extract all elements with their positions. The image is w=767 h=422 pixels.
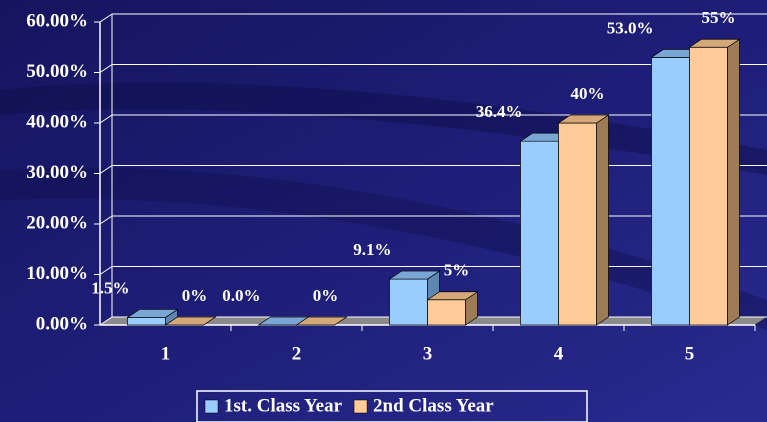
bar-top: [126, 309, 179, 318]
legend-swatch: [204, 399, 219, 414]
value-label: 0.0%: [222, 286, 260, 305]
bar-side: [727, 38, 740, 326]
y-tick-label: 40.00%: [26, 111, 88, 132]
bar: [689, 46, 728, 326]
bar-top: [688, 38, 741, 48]
grid-line-side: [99, 64, 113, 73]
x-tick-label: 5: [685, 343, 695, 364]
x-tick-label: 1: [161, 343, 171, 364]
legend-box: [196, 390, 588, 422]
grid-line-side: [99, 114, 113, 124]
legend-label: 1st. Class Year: [224, 395, 343, 416]
grid-line-side: [99, 13, 113, 23]
bar-top: [557, 114, 610, 124]
value-label: 5%: [444, 261, 470, 280]
value-label: 40%: [571, 84, 605, 103]
x-tick-label: 2: [292, 343, 302, 364]
bar-top: [388, 270, 441, 280]
bar: [389, 278, 428, 326]
bar-top: [164, 316, 217, 326]
value-label: 53.0%: [607, 18, 654, 37]
x-tick-label: 3: [423, 343, 433, 364]
grid-line-side: [99, 266, 113, 275]
grid-line-side: [99, 316, 113, 326]
y-tick-label: 10.00%: [26, 263, 88, 284]
value-label: 0%: [313, 286, 339, 305]
legend-label: 2nd Class Year: [373, 395, 494, 416]
bar: [427, 299, 466, 326]
value-label: 36.4%: [476, 102, 523, 121]
bar: [520, 140, 559, 326]
bar-side: [596, 114, 609, 326]
y-tick-label: 30.00%: [26, 162, 88, 183]
value-label: 55%: [702, 8, 736, 27]
value-label: 0%: [182, 286, 208, 305]
grid-line-side: [99, 165, 113, 174]
y-tick-label: 0.00%: [36, 313, 88, 334]
bar: [558, 122, 597, 326]
bar-top: [426, 291, 479, 301]
grid-line-side: [99, 215, 113, 225]
swoosh: [0, 82, 767, 175]
y-tick-label: 60.00%: [26, 10, 88, 31]
x-tick-label: 4: [554, 343, 564, 364]
y-tick-label: 20.00%: [26, 212, 88, 233]
y-tick-label: 50.00%: [26, 61, 88, 82]
value-label: 1.5%: [91, 278, 129, 297]
bar: [651, 56, 690, 326]
bar: [127, 317, 166, 326]
legend-swatch: [353, 399, 368, 414]
value-label: 9.1%: [353, 240, 391, 259]
bar-top: [295, 316, 348, 326]
swoosh: [0, 167, 767, 330]
